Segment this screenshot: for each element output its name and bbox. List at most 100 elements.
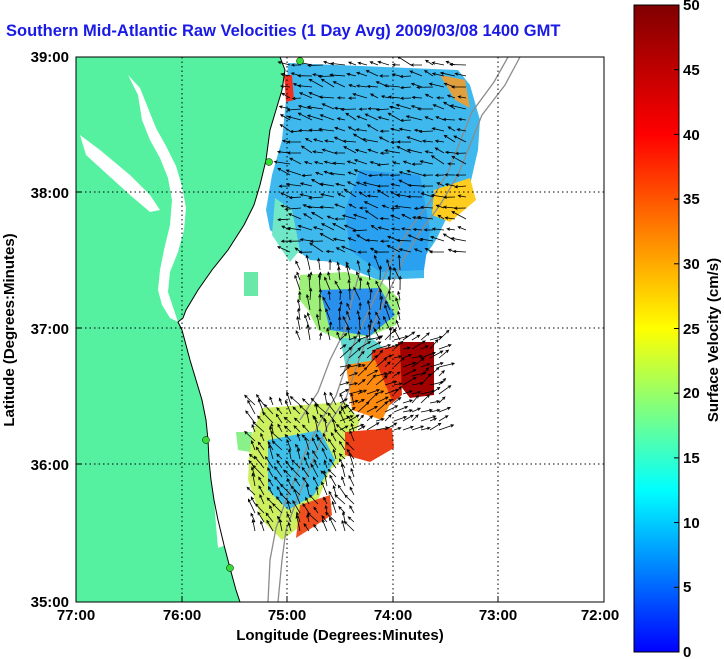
- velocity-arrow: [358, 206, 367, 210]
- velocity-arrow: [321, 518, 328, 532]
- velocity-arrow: [302, 476, 310, 487]
- colorbar-tick-label: 35: [683, 191, 700, 208]
- velocity-arrow: [438, 369, 445, 377]
- velocity-arrow: [348, 203, 357, 209]
- velocity-arrow: [381, 204, 390, 209]
- colorbar-ticks: [674, 69, 679, 588]
- velocity-arrow: [392, 161, 401, 165]
- velocity-arrow: [256, 415, 265, 424]
- velocity-arrow: [321, 481, 328, 496]
- velocity-arrow: [375, 417, 385, 422]
- velocity-arrow: [278, 105, 291, 110]
- velocity-arrow: [250, 512, 256, 523]
- velocity-arrow: [438, 396, 446, 404]
- velocity-arrow: [357, 330, 361, 341]
- velocity-arrow: [305, 293, 311, 311]
- velocity-arrow: [354, 148, 368, 154]
- velocity-arrow: [298, 290, 302, 301]
- velocity-arrow: [299, 193, 313, 198]
- velocity-arrow: [390, 206, 401, 211]
- velocity-arrow: [420, 426, 431, 431]
- x-tick-label: 73:00: [479, 607, 517, 624]
- velocity-arrow: [306, 513, 310, 523]
- velocity-arrow: [306, 324, 311, 341]
- velocity-arrow: [395, 238, 412, 243]
- velocity-arrow: [430, 235, 445, 242]
- velocity-arrow: [393, 340, 404, 350]
- velocity-arrow: [267, 467, 274, 478]
- velocity-arrow: [266, 497, 274, 505]
- velocity-arrow: [253, 455, 265, 469]
- velocity-arrow: [287, 522, 292, 532]
- velocity-arrow: [341, 511, 346, 523]
- velocity-arrow: [329, 391, 337, 406]
- velocity-arrow: [343, 188, 357, 198]
- velocity-arrow: [250, 440, 256, 451]
- velocity-arrow: [357, 378, 366, 386]
- chesapeake-bay: [128, 75, 186, 322]
- velocity-arrow: [429, 362, 444, 368]
- velocity-arrow: [287, 239, 302, 243]
- velocity-arrow: [293, 417, 301, 424]
- colorbar-tick-label: 25: [683, 321, 700, 338]
- velocity-arrow: [347, 516, 355, 523]
- velocity-arrow: [348, 406, 356, 413]
- velocity-arrow: [347, 126, 357, 132]
- velocity-arrow: [313, 523, 319, 532]
- velocity-arrow: [321, 447, 328, 460]
- velocity-arrow: [379, 151, 390, 155]
- velocity-arrow: [353, 169, 368, 176]
- velocity-arrow: [258, 485, 265, 496]
- velocity-arrow: [357, 341, 372, 350]
- velocity-arrow: [367, 148, 379, 154]
- velocity-arrow: [435, 204, 445, 209]
- velocity-arrow: [332, 223, 346, 231]
- velocity-arrow: [453, 135, 467, 143]
- velocity-arrow: [378, 265, 383, 281]
- graticule: [76, 57, 604, 602]
- velocity-arrow: [366, 422, 380, 431]
- velocity-arrow: [357, 364, 366, 368]
- velocity-arrow: [328, 321, 333, 331]
- velocity-arrow: [383, 84, 401, 88]
- velocity-arrow: [397, 57, 412, 66]
- velocity-arrow: [438, 406, 452, 413]
- velocity-arrow: [389, 105, 401, 110]
- velocity-arrow: [330, 431, 337, 442]
- velocity-arrow: [416, 85, 434, 89]
- velocity-arrow: [355, 181, 368, 187]
- velocity-arrow: [315, 171, 324, 176]
- velocity-arrow: [402, 409, 413, 413]
- velocity-arrow: [402, 331, 416, 341]
- velocity-arrow: [444, 173, 456, 177]
- velocity-arrow: [258, 476, 265, 487]
- velocity-arrow: [295, 260, 301, 271]
- velocity-arrow: [377, 226, 390, 231]
- velocity-arrow: [342, 315, 351, 331]
- velocity-arrow: [307, 63, 324, 68]
- velocity-arrow: [356, 115, 368, 121]
- colorbar-tick-label: 10: [683, 515, 700, 532]
- velocity-arrow: [251, 472, 256, 487]
- velocity-arrow: [410, 63, 422, 67]
- velocity-arrow: [336, 96, 346, 100]
- velocity-arrow: [272, 502, 283, 514]
- velocity-arrow: [423, 228, 434, 232]
- velocity-arrow: [391, 63, 401, 67]
- velocity-arrow: [383, 315, 391, 331]
- velocity-arrow: [269, 504, 274, 514]
- velocity-arrow: [424, 59, 434, 66]
- velocity-arrow: [334, 280, 341, 291]
- velocity-arrow: [366, 281, 371, 291]
- velocity-arrow: [367, 310, 372, 321]
- velocity-arrow: [380, 95, 390, 99]
- velocity-arrow: [317, 273, 322, 291]
- velocity-arrow: [346, 310, 351, 321]
- velocity-arrow: [310, 211, 324, 220]
- velocity-arrow: [370, 224, 379, 231]
- velocity-arrow: [410, 105, 423, 110]
- velocity-arrow: [436, 182, 445, 187]
- velocity-arrow: [296, 432, 301, 442]
- velocity-arrow: [369, 247, 379, 253]
- velocity-arrow: [355, 84, 368, 88]
